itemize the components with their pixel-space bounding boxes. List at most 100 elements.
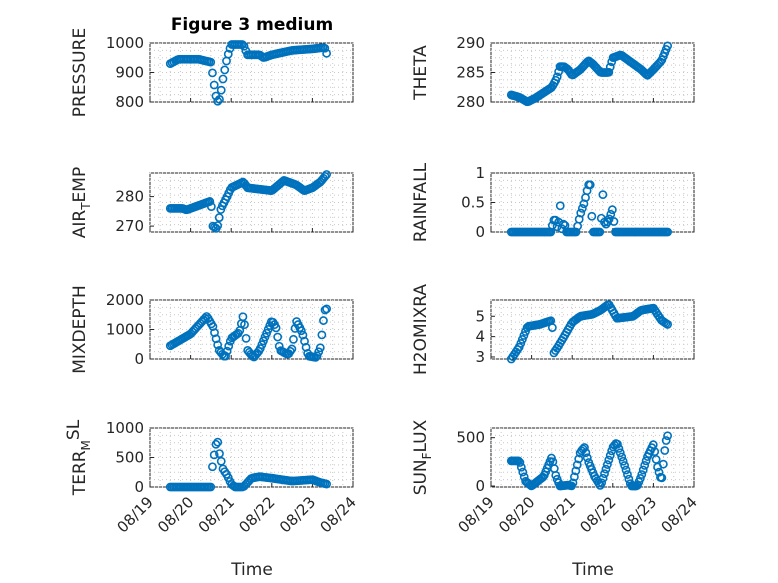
y-tick-label: 285 bbox=[456, 64, 485, 82]
series-markers bbox=[165, 304, 332, 362]
data-point bbox=[621, 465, 631, 475]
subplot-pressure: 800 900 1000 PRESSURE bbox=[70, 28, 354, 117]
data-point bbox=[215, 95, 224, 104]
subplot-rainfall: 0 0.5 1 RAINFALL bbox=[411, 162, 695, 242]
y-tick-label: 1000 bbox=[106, 321, 144, 339]
data-point bbox=[221, 351, 230, 361]
data-point bbox=[211, 439, 221, 449]
y-tick-label: 5 bbox=[475, 307, 485, 325]
data-point bbox=[595, 227, 605, 237]
data-point bbox=[600, 469, 609, 479]
data-point bbox=[615, 448, 625, 458]
data-point bbox=[215, 449, 224, 458]
data-point bbox=[273, 332, 283, 342]
series-markers bbox=[165, 40, 332, 106]
data-point bbox=[213, 221, 223, 231]
data-point bbox=[271, 323, 281, 333]
data-point bbox=[580, 443, 589, 452]
data-point bbox=[571, 227, 581, 237]
data-point bbox=[605, 451, 615, 460]
data-point bbox=[587, 211, 597, 221]
axes-frame bbox=[490, 42, 695, 103]
series-markers bbox=[165, 437, 332, 492]
data-point bbox=[289, 334, 298, 344]
data-point bbox=[604, 67, 614, 77]
data-point bbox=[213, 340, 223, 350]
data-point bbox=[638, 465, 648, 475]
data-point bbox=[559, 219, 568, 229]
data-point bbox=[517, 335, 527, 344]
data-point bbox=[322, 170, 332, 179]
data-point bbox=[623, 470, 632, 479]
x-tick-label: 08/24 bbox=[317, 493, 360, 536]
data-point bbox=[637, 470, 647, 479]
data-point bbox=[322, 479, 332, 489]
data-point bbox=[601, 464, 611, 474]
y-axis-label: RAINFALL bbox=[411, 162, 431, 242]
data-point bbox=[220, 65, 230, 75]
data-point bbox=[213, 96, 223, 106]
data-point bbox=[516, 462, 526, 472]
data-point bbox=[605, 62, 615, 72]
y-tick-label: 800 bbox=[115, 93, 144, 111]
data-point bbox=[551, 470, 561, 480]
x-tick-label: 08/20 bbox=[495, 493, 538, 536]
y-tick-label: 290 bbox=[456, 34, 485, 52]
y-axis-label: TERRMSL bbox=[64, 419, 93, 496]
y-axis-label: AIRTEMP bbox=[70, 167, 93, 238]
data-point bbox=[585, 180, 595, 190]
data-point bbox=[597, 478, 607, 488]
data-point bbox=[635, 474, 645, 483]
data-point bbox=[224, 341, 234, 351]
data-point bbox=[206, 57, 216, 67]
data-point bbox=[315, 343, 325, 353]
data-point bbox=[239, 41, 249, 51]
data-point bbox=[208, 462, 217, 472]
data-point bbox=[604, 214, 614, 224]
x-tick-label: 08/19 bbox=[455, 493, 498, 536]
subplot-mixdepth: 0 1000 2000 MIXDEPTH bbox=[70, 285, 354, 374]
data-point bbox=[213, 437, 223, 447]
subplot-theta: 280 285 290 THETA bbox=[411, 34, 695, 111]
y-axis-label: SUNFLUX bbox=[411, 419, 434, 495]
data-point bbox=[314, 347, 324, 357]
x-tick-label: 08/21 bbox=[536, 493, 579, 536]
subplot-h2omixra: 3 4 5 H2OMIXRA bbox=[411, 284, 695, 375]
x-tick-label: 08/24 bbox=[658, 493, 701, 536]
y-tick-label: 3 bbox=[475, 348, 485, 366]
y-tick-label: 280 bbox=[115, 188, 144, 206]
series-markers bbox=[506, 180, 673, 237]
data-point bbox=[607, 205, 617, 215]
data-point bbox=[205, 197, 215, 206]
y-axis-label: PRESSURE bbox=[70, 28, 90, 117]
data-point bbox=[577, 203, 587, 213]
data-point bbox=[663, 431, 673, 441]
data-point bbox=[209, 80, 219, 90]
data-point bbox=[216, 85, 226, 95]
x-tick-label: 08/20 bbox=[154, 493, 197, 536]
data-point bbox=[617, 452, 627, 462]
data-point bbox=[555, 201, 565, 211]
data-point bbox=[206, 202, 216, 211]
y-tick-label: 1000 bbox=[106, 34, 144, 52]
data-point bbox=[317, 330, 327, 340]
y-tick-label: 0 bbox=[134, 478, 144, 496]
y-tick-label: 270 bbox=[115, 217, 144, 235]
data-point bbox=[222, 346, 232, 356]
data-point bbox=[574, 454, 584, 464]
data-point bbox=[660, 446, 670, 455]
x-tick-label: 08/19 bbox=[114, 493, 157, 536]
data-point bbox=[240, 320, 249, 329]
y-tick-label: 500 bbox=[456, 429, 485, 447]
data-point bbox=[650, 447, 660, 456]
data-point bbox=[208, 68, 217, 78]
data-point bbox=[238, 312, 248, 322]
data-point bbox=[218, 74, 228, 84]
data-point bbox=[663, 320, 673, 329]
series-markers bbox=[165, 170, 332, 233]
y-tick-label: 1 bbox=[475, 164, 485, 182]
